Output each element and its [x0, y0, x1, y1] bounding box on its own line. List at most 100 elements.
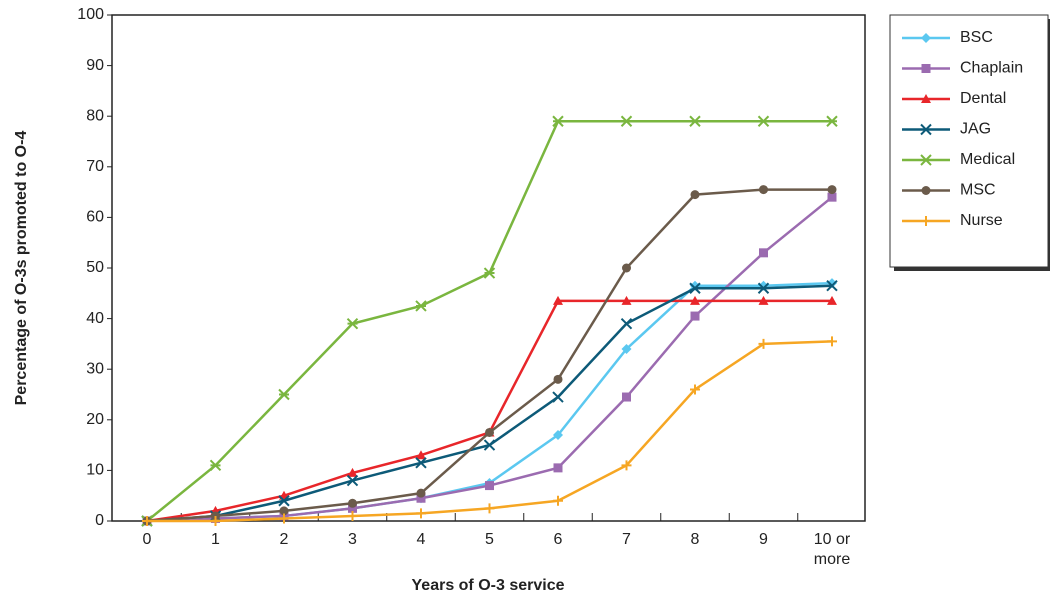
marker — [279, 506, 289, 516]
y-tick-label: 40 — [86, 310, 104, 327]
marker — [757, 282, 770, 294]
marker — [758, 295, 769, 305]
marker — [620, 317, 633, 330]
marker — [827, 192, 837, 202]
marker — [553, 495, 563, 506]
marker — [416, 493, 426, 503]
marker — [921, 64, 931, 73]
marker — [690, 295, 700, 305]
y-tick-label: 90 — [86, 57, 104, 74]
marker — [689, 282, 701, 294]
marker — [553, 295, 563, 305]
x-tick-label: 9 — [759, 531, 768, 548]
y-tick-label: 0 — [95, 512, 104, 529]
x-tick-label: 3 — [348, 531, 357, 548]
legend-label: Medical — [960, 151, 1015, 168]
marker — [278, 495, 290, 507]
x-tick-label: 0 — [142, 531, 152, 548]
legend-label: Dental — [960, 90, 1006, 107]
x-axis-title: Years of O-3 service — [412, 577, 565, 594]
marker — [142, 516, 152, 526]
marker — [485, 427, 494, 437]
marker — [920, 154, 932, 166]
marker — [416, 450, 426, 460]
marker — [758, 338, 769, 349]
marker — [759, 185, 768, 195]
x-tick-label: 4 — [416, 531, 426, 548]
marker — [348, 498, 357, 508]
marker — [827, 336, 837, 347]
x-tick-label: 2 — [279, 531, 289, 548]
x-tick-label: 8 — [690, 531, 700, 548]
y-tick-label: 70 — [86, 158, 104, 175]
marker — [553, 429, 563, 440]
marker — [415, 300, 427, 312]
legend-label: BSC — [960, 29, 993, 46]
y-tick-label: 30 — [86, 360, 104, 377]
y-axis-title: Percentage of O-3s promoted to O-4 — [13, 131, 30, 406]
y-tick-label: 50 — [86, 259, 104, 276]
marker — [484, 503, 495, 514]
marker — [620, 115, 633, 127]
marker — [279, 513, 289, 524]
marker — [416, 508, 426, 519]
series-line — [146, 120, 832, 522]
marker — [483, 267, 496, 279]
marker — [920, 123, 932, 136]
marker — [827, 185, 837, 195]
marker — [690, 311, 700, 321]
marker — [347, 510, 358, 521]
marker — [827, 295, 837, 305]
marker — [921, 94, 931, 103]
marker — [921, 33, 931, 43]
legend-label: MSC — [960, 182, 996, 199]
marker — [416, 488, 426, 498]
marker — [826, 280, 838, 292]
marker — [921, 186, 931, 195]
marker — [826, 115, 838, 127]
marker — [689, 115, 701, 127]
y-tick-label: 80 — [86, 107, 104, 124]
marker — [346, 317, 359, 330]
x-tick-label: 6 — [553, 531, 563, 548]
marker — [621, 343, 632, 354]
marker — [485, 481, 494, 491]
marker — [483, 439, 496, 451]
marker — [278, 388, 290, 401]
marker — [552, 115, 564, 127]
legend-label: Chaplain — [960, 60, 1023, 77]
marker — [347, 467, 358, 477]
marker — [690, 190, 700, 200]
marker — [346, 474, 359, 487]
y-tick-label: 20 — [86, 411, 104, 428]
x-tick-label: 7 — [622, 531, 631, 548]
marker — [622, 263, 631, 273]
marker — [210, 516, 221, 526]
marker — [621, 295, 632, 305]
marker — [211, 511, 220, 521]
marker — [415, 457, 427, 469]
marker — [209, 459, 222, 472]
marker — [757, 115, 770, 127]
x-tick-label: 5 — [485, 531, 494, 548]
marker — [621, 460, 632, 471]
legend-label: Nurse — [960, 212, 1003, 229]
legend-label: JAG — [960, 121, 991, 138]
marker — [552, 391, 564, 403]
marker — [622, 392, 631, 402]
marker — [759, 248, 768, 258]
series-line — [146, 196, 833, 523]
marker — [553, 463, 563, 473]
y-tick-label: 10 — [86, 462, 104, 479]
marker — [553, 374, 563, 384]
marker — [921, 216, 931, 226]
y-tick-label: 100 — [77, 6, 104, 23]
series-line — [146, 188, 832, 523]
x-tick-label: 1 — [211, 531, 220, 548]
marker — [348, 503, 357, 513]
y-tick-label: 60 — [86, 209, 104, 226]
legend-box — [889, 14, 1049, 268]
marker — [690, 384, 700, 395]
